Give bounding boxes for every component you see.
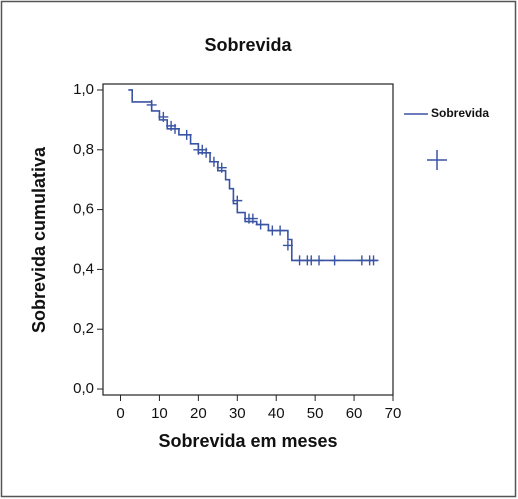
y-tick-label: 0,6 [73, 201, 94, 218]
censor-mark [275, 225, 286, 236]
censor-mark [216, 162, 227, 173]
chart-title: Sobrevida [204, 35, 292, 55]
x-tick-label: 70 [385, 405, 402, 422]
y-axis-label: Sobrevida cumulativa [29, 146, 49, 333]
censor-mark [247, 213, 258, 224]
x-tick-label: 0 [116, 405, 124, 422]
x-tick-label: 40 [268, 405, 285, 422]
y-tick-label: 0,4 [73, 260, 94, 277]
censor-mark [181, 129, 192, 140]
censor-mark [201, 147, 212, 158]
censor-mark [282, 240, 293, 251]
censor-mark [232, 195, 243, 206]
y-tick-label: 0,8 [73, 141, 94, 158]
censor-mark [255, 219, 266, 230]
censor-mark [170, 123, 181, 134]
censor-mark [314, 255, 325, 266]
legend-label: Sobrevida [431, 106, 489, 120]
x-tick-label: 20 [190, 405, 207, 422]
x-tick-label: 30 [229, 405, 246, 422]
censor-mark [208, 156, 219, 167]
x-tick-label: 10 [151, 405, 168, 422]
censor-mark [146, 99, 157, 110]
censor-mark [329, 255, 340, 266]
censor-mark [368, 255, 379, 266]
x-tick-label: 50 [307, 405, 324, 422]
x-tick-label: 60 [346, 405, 363, 422]
y-tick-label: 0,2 [73, 320, 94, 337]
y-tick-label: 0,0 [73, 380, 94, 397]
y-tick-label: 1,0 [73, 81, 94, 98]
plot-area [102, 83, 394, 396]
censor-mark [158, 111, 169, 122]
x-axis-label: Sobrevida em meses [158, 431, 337, 451]
